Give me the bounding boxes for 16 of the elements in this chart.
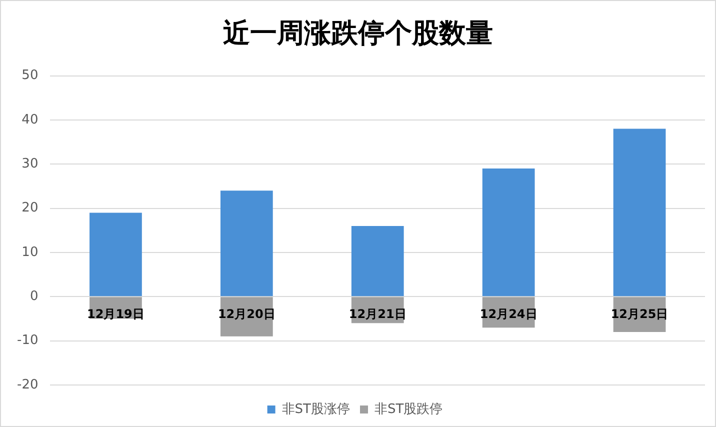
bar: [90, 212, 142, 296]
y-tick-label: 50: [22, 68, 38, 84]
y-tick-label: -20: [17, 377, 38, 392]
y-tick-label: 0: [30, 289, 38, 304]
legend-label: 非ST股涨停: [282, 402, 350, 417]
y-tick-label: 30: [22, 156, 38, 172]
y-tick-label: 40: [22, 112, 38, 128]
bar: [482, 168, 535, 296]
bar: [351, 226, 404, 296]
y-tick-label: 10: [22, 244, 38, 260]
bar: [613, 128, 666, 296]
chart-title: 近一周涨跌停个股数量: [222, 17, 494, 51]
y-tick-label: -10: [17, 333, 38, 348]
legend-label: 非ST股跌停: [374, 402, 443, 417]
bar: [220, 190, 273, 296]
y-tick-label: 20: [22, 200, 38, 216]
